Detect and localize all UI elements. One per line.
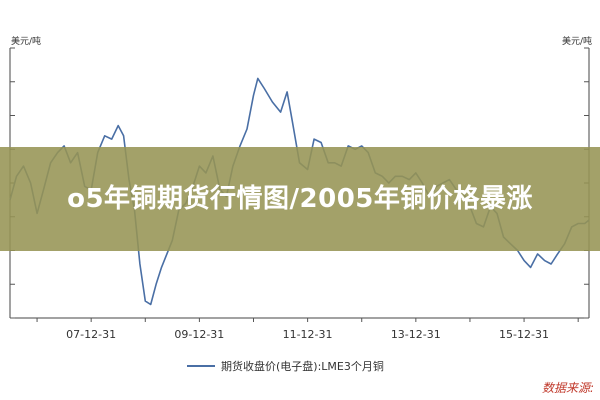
legend: 期货收盘价(电子盘):LME3个月铜 — [187, 358, 384, 374]
x-axis-ticks: 07-12-31 09-12-31 11-12-31 13-12-31 15-12-31 — [36, 318, 579, 341]
source-label: 数据来源: — [541, 381, 594, 395]
x-tick-label: 11-12-31 — [283, 328, 333, 341]
x-tick-label: 07-12-31 — [66, 328, 116, 341]
y-axis-unit-right: 美元/吨 — [561, 37, 592, 47]
legend-label: 期货收盘价(电子盘):LME3个月铜 — [221, 360, 384, 373]
x-tick-label: 09-12-31 — [174, 328, 224, 341]
legend-swatch — [187, 365, 215, 367]
y-axis-unit-left: 美元/吨 — [11, 37, 42, 47]
x-tick-label: 15-12-31 — [499, 328, 549, 341]
title-overlay-band: o5年铜期货行情图/2005年铜价格暴涨 — [0, 147, 600, 251]
x-tick-label: 13-12-31 — [391, 328, 441, 341]
overlay-title: o5年铜期货行情图/2005年铜价格暴涨 — [67, 184, 533, 214]
